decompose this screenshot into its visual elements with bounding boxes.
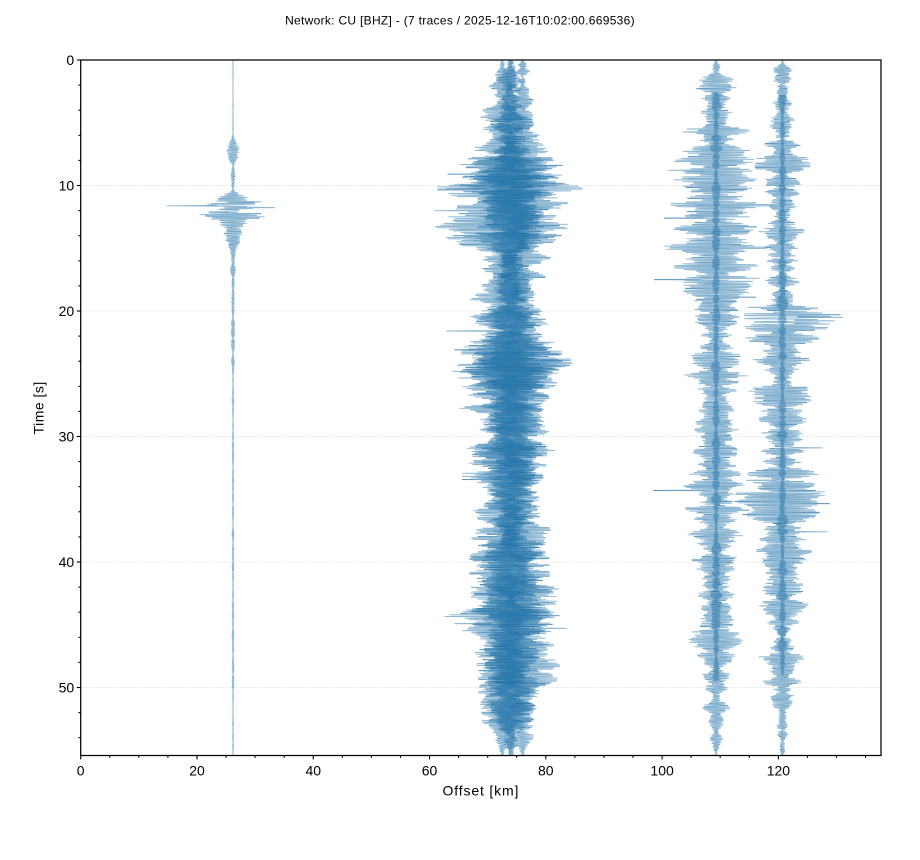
svg-text:100: 100	[650, 763, 674, 779]
svg-text:Network: CU [BHZ] - (7 traces: Network: CU [BHZ] - (7 traces / 2025-12-…	[285, 13, 635, 27]
svg-text:40: 40	[59, 554, 75, 570]
svg-text:80: 80	[538, 763, 554, 779]
svg-text:20: 20	[59, 303, 75, 319]
svg-text:60: 60	[422, 763, 438, 779]
svg-text:40: 40	[306, 763, 322, 779]
svg-text:0: 0	[77, 763, 85, 779]
svg-text:Offset [km]: Offset [km]	[443, 783, 520, 799]
svg-text:10: 10	[59, 178, 75, 194]
svg-text:20: 20	[189, 763, 205, 779]
svg-text:30: 30	[59, 429, 75, 445]
svg-text:0: 0	[66, 52, 74, 68]
svg-text:50: 50	[59, 680, 75, 696]
svg-text:120: 120	[767, 763, 791, 779]
svg-text:Time [s]: Time [s]	[30, 381, 46, 434]
